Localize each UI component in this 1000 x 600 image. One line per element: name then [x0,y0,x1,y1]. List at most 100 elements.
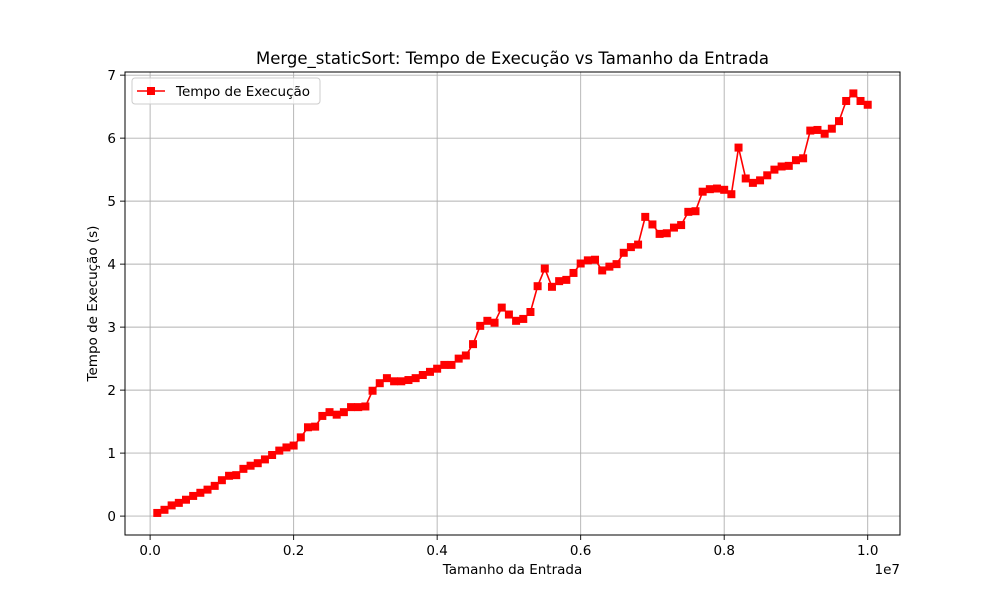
x-tick-label: 0.2 [283,543,304,559]
data-point-marker [268,451,277,459]
data-point-marker [677,221,686,230]
data-point-marker [526,308,535,316]
y-tick-label: 3 [107,320,116,336]
data-point-marker [382,374,391,383]
data-point-marker [770,165,779,174]
y-tick-label: 6 [107,131,116,147]
data-point-marker [591,255,600,264]
data-point-marker [669,223,678,232]
data-point-marker [612,260,621,269]
data-point-marker [418,371,427,379]
data-point-marker [698,187,707,196]
data-point-marker [806,126,815,135]
y-tick-label: 2 [107,383,116,399]
x-tick-label: 1.0 [857,543,878,559]
data-point-marker [253,459,262,468]
data-point-marker [282,443,291,452]
grid [125,72,900,535]
x-tick-label: 0.0 [139,543,160,559]
data-point-marker [727,190,736,199]
data-point-marker [748,178,757,187]
data-point-marker [447,360,456,369]
data-point-marker [583,256,592,265]
data-point-marker [619,248,628,257]
data-point-marker [763,171,772,180]
data-point-marker [662,229,671,238]
data-point-marker [318,411,327,420]
data-point-marker [820,129,829,138]
data-point-marker [332,410,341,419]
data-point-marker [519,314,528,323]
data-point-marker [648,220,657,229]
data-point-marker [497,303,506,312]
data-point-marker [784,161,793,170]
data-point-marker [167,501,176,510]
data-point-marker [411,374,420,383]
data-point-marker [303,423,312,432]
data-point-marker [375,379,384,388]
data-point-marker [232,471,241,480]
x-tick-label: 0.6 [570,543,591,559]
data-point-marker [239,464,248,473]
data-point-marker [756,176,765,185]
data-point-marker [863,100,872,109]
data-point-marker [655,229,664,238]
legend-label: Tempo de Execução [175,84,310,100]
data-point-marker [605,262,614,271]
data-point-marker [813,125,822,134]
data-point-marker [440,360,449,369]
data-point-marker [684,207,693,216]
data-point-marker [368,386,377,395]
data-point-marker [260,455,269,464]
data-point-marker [842,96,851,105]
data-point-marker [160,505,169,514]
data-point-marker [540,264,549,273]
data-point-marker [713,184,722,193]
data-point-marker [562,275,571,284]
data-point-marker [182,495,190,504]
data-point-marker [835,117,843,126]
data-point-marker [174,498,183,507]
data-point-marker [569,268,578,277]
data-point-marker [425,367,434,376]
data-point-marker [777,162,786,171]
data-point-marker [153,508,162,517]
data-point-marker [691,207,700,216]
data-point-marker [741,174,750,183]
data-point-marker [296,433,305,442]
data-point-marker [849,89,858,98]
data-point-marker [404,376,413,385]
data-point-marker [397,377,406,386]
data-point-marker [210,481,219,490]
data-point-marker [490,318,499,327]
data-point-marker [289,441,298,450]
y-tick-label: 5 [107,194,116,210]
series-layer [153,89,872,517]
data-point-marker [533,282,542,291]
data-point-marker [634,240,643,249]
data-point-marker [856,96,865,105]
data-point-marker [347,403,356,412]
data-point-marker [483,316,492,325]
data-point-marker [361,402,370,411]
data-point-marker [547,282,556,291]
data-point-marker [275,446,284,455]
x-axis-offset-label: 1e7 [875,562,900,578]
data-point-marker [555,277,564,286]
data-point-marker [196,488,205,497]
data-point-marker [246,461,255,470]
data-point-marker [454,354,463,363]
data-point-marker [705,185,714,194]
data-point-marker [217,476,226,485]
y-tick-label: 7 [107,68,116,84]
data-point-marker [476,321,485,330]
data-point-marker [512,316,521,325]
x-tick-label: 0.8 [713,543,734,559]
chart-title: Merge_staticSort: Tempo de Execução vs T… [256,49,769,69]
y-tick-label: 1 [107,446,116,462]
data-point-marker [791,156,800,165]
data-point-marker [354,403,363,412]
data-point-marker [325,408,334,417]
data-point-marker [390,377,399,386]
